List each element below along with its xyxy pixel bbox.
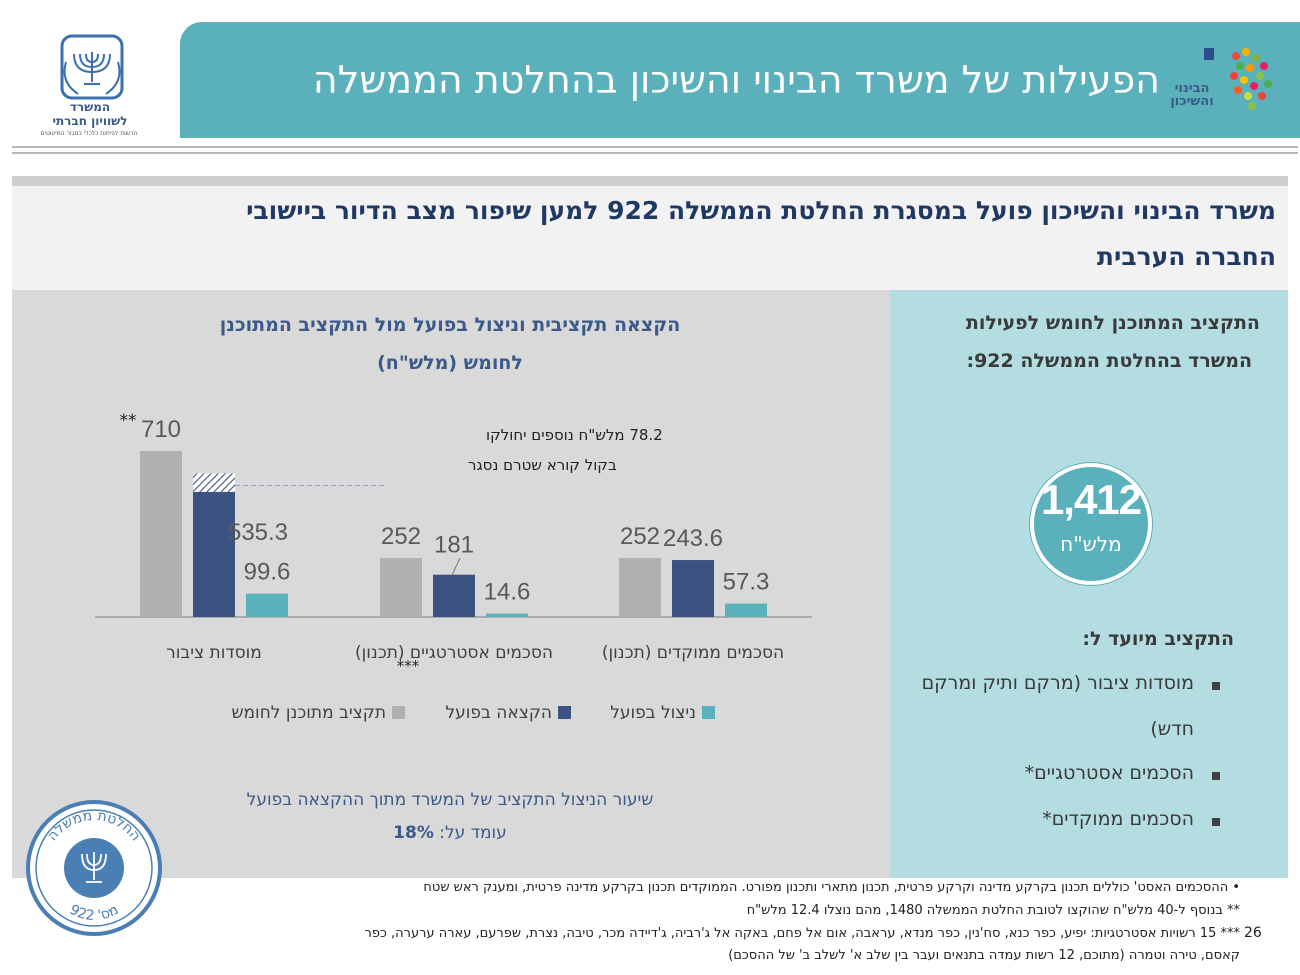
ministry-subtitle: הרשות לפיתוח כלכלי במגזר המיעוטים	[40, 130, 138, 137]
utilization-rate-text: שיעור הניצול התקציב של המשרד מתוך ההקצאה…	[246, 790, 654, 810]
bar	[193, 491, 235, 617]
budget-unit: מלש"ח	[1060, 532, 1122, 556]
chart-title: לחומש (מלש"ח)	[377, 352, 523, 374]
data-label: 243.6	[663, 525, 723, 552]
page-number: 26	[1244, 925, 1262, 941]
bullet-icon	[1212, 772, 1220, 780]
allocation-item: הסכמים ממוקדים*	[1042, 808, 1194, 830]
bar	[486, 613, 528, 617]
bullet-icon	[1212, 682, 1220, 690]
footnote-bullet-icon: •	[1228, 880, 1240, 895]
construction-ministry-name: הבינוי והשיכון	[1170, 81, 1214, 109]
budget-circle	[1030, 463, 1152, 585]
footnote: קאסם, טירה וטמרה (מתוכם, 12 רשות עמדה בת…	[728, 948, 1240, 963]
bar	[433, 574, 475, 617]
decision-stamp-icon: החלטת ממשלה מס' 922	[26, 800, 162, 936]
header-band	[180, 22, 1300, 138]
legend-label: ניצול בפועל	[610, 703, 696, 723]
leader-line	[451, 557, 461, 576]
category-label: מוסדות ציבור	[166, 643, 262, 663]
legend-swatch	[702, 706, 715, 719]
data-label: 57.3	[723, 569, 770, 596]
header-divider	[12, 146, 1298, 148]
utilization-rate-prefix: עומד על:	[433, 823, 507, 843]
legend-label: תקציב מתוכנן לחומש	[231, 703, 386, 723]
bar-chart: 710 535.3 99.6 מוסדות ציבור 252 181 14.6 הסכמים…	[95, 411, 812, 723]
bar	[246, 593, 288, 617]
info-panel	[838, 290, 1288, 878]
bullet-icon	[1212, 818, 1220, 826]
budget-value: 1,412	[1040, 476, 1142, 523]
allocation-title: התקציב מיועד ל:	[1082, 628, 1234, 650]
allocation-item: הסכמים אסטרטגיים*	[1024, 762, 1194, 784]
data-label: 252	[620, 523, 660, 550]
data-label: 535.3	[228, 519, 288, 546]
data-label: 14.6	[484, 579, 531, 606]
data-label: 99.6	[244, 559, 291, 586]
ministry-name: המשרד	[69, 100, 111, 114]
header-divider	[12, 152, 1298, 154]
allocation-item: מוסדות ציבור (מרקם ותיק ומרקם	[921, 672, 1194, 694]
utilization-rate-line: עומד על: 18%	[150, 823, 750, 843]
bar	[672, 560, 714, 617]
data-label: 710	[141, 416, 181, 443]
category-mark: ***	[397, 657, 420, 675]
category-label: הסכמים ממוקדים (תכנון)	[602, 643, 784, 663]
data-label: 181	[434, 532, 474, 559]
subtitle-line: משרד הבינוי והשיכון פועל במסגרת החלטת המ…	[246, 196, 1276, 225]
utilization-rate-value: 18%	[393, 823, 434, 843]
svg-text:מס' 922: מס' 922	[67, 902, 122, 924]
bar	[380, 558, 422, 617]
ministry-emblem-logo	[60, 34, 124, 100]
info-title: המשרד בהחלטת הממשלה 922:	[966, 350, 1252, 372]
legend-swatch	[558, 706, 571, 719]
bar	[619, 558, 661, 617]
legend-swatch	[392, 706, 405, 719]
info-title: התקציב המתוכנן לחומש לפעילות	[965, 312, 1260, 334]
subtitle-bar	[12, 176, 1288, 186]
construction-ministry-logo	[1204, 48, 1272, 110]
subtitle-line: החברה הערבית	[1096, 242, 1276, 271]
extra-allocation-bar	[193, 473, 235, 492]
ministry-name: לשוויון חברתי	[52, 114, 128, 128]
category-label: הסכמים אסטרטגיים (תכנון)	[355, 643, 553, 663]
data-label: 252	[381, 523, 421, 550]
extra-allocation-note: 78.2 מלש"ח נוספים יחולקו	[486, 426, 663, 444]
page-title: הפעילות של משרד הבינוי והשיכון בהחלטת המ…	[312, 58, 1160, 102]
footnote: ** בנוסף ל-40 מלש"ח שהוקצו לטובת החלטת ה…	[746, 903, 1240, 918]
footnote: • ההסכמים האסט' כוללים תכנון בקרקע מדינה…	[423, 880, 1240, 895]
bar	[725, 603, 767, 617]
extra-allocation-note: בקול קורא שטרם נסגר	[468, 456, 617, 474]
allocation-item: חדש)	[1150, 718, 1194, 740]
subtitle-box	[12, 186, 1288, 290]
footnote: *** 15 רשויות אסטרטגיות: יפיע, כפר כנא, …	[364, 926, 1240, 941]
chart-title: הקצאה תקציבית וניצול בפועל מול התקציב המ…	[219, 314, 681, 336]
category-mark: **	[120, 411, 137, 431]
stamp-bottom-text: מס' 922	[67, 902, 122, 924]
legend-label: הקצאה בפועל	[445, 703, 552, 723]
bar	[140, 451, 182, 617]
